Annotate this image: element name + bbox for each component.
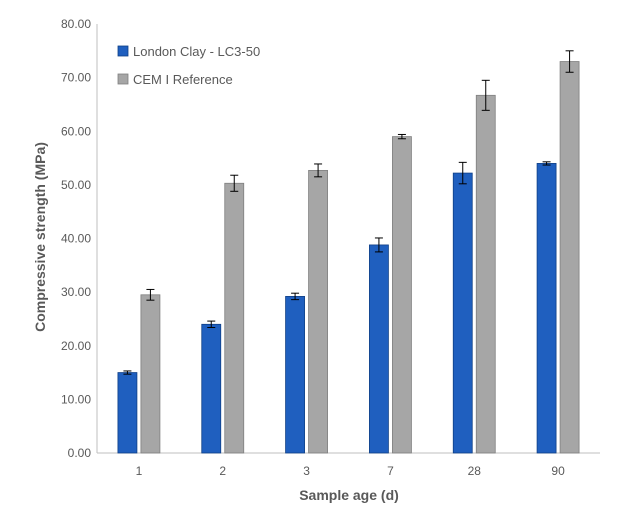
x-tick-label: 90 bbox=[551, 464, 565, 478]
bar-cem-2 bbox=[224, 182, 245, 454]
bar-cem-7 bbox=[392, 136, 412, 454]
bar-lc3-28 bbox=[452, 172, 473, 454]
y-tick-label: 30.00 bbox=[61, 285, 91, 299]
error-bars bbox=[123, 50, 574, 375]
y-axis-title: Compressive strength (MPa) bbox=[32, 142, 48, 332]
bar-cem-3 bbox=[308, 169, 328, 454]
legend-label: CEM I Reference bbox=[133, 72, 233, 87]
x-axis-ticks: 1 2 3 7 28 90 bbox=[136, 464, 566, 478]
bar-lc3-90 bbox=[536, 163, 557, 454]
x-tick-label: 2 bbox=[219, 464, 226, 478]
legend-swatch bbox=[117, 45, 129, 57]
y-tick-label: 20.00 bbox=[61, 339, 91, 353]
bar-cem-28 bbox=[475, 94, 496, 454]
y-tick-label: 40.00 bbox=[61, 232, 91, 246]
bar-cem-90 bbox=[559, 61, 580, 454]
axes bbox=[96, 24, 600, 454]
x-tick-label: 1 bbox=[136, 464, 143, 478]
y-axis-ticks: 0.00 10.00 20.00 30.00 40.00 50.00 60.00 70.00 8… bbox=[61, 17, 91, 460]
y-tick-label: 50.00 bbox=[61, 178, 91, 192]
bar-lc3-3 bbox=[285, 296, 305, 454]
legend-swatch bbox=[117, 73, 129, 85]
y-tick-label: 10.00 bbox=[61, 392, 91, 406]
y-tick-label: 80.00 bbox=[61, 17, 91, 31]
legend-label: London Clay - LC3-50 bbox=[133, 44, 260, 59]
y-tick-label: 60.00 bbox=[61, 124, 91, 138]
y-tick-label: 0.00 bbox=[68, 446, 92, 460]
bar-cem-1 bbox=[140, 294, 161, 454]
y-tick-label: 70.00 bbox=[61, 71, 91, 85]
bars bbox=[117, 61, 580, 454]
bar-lc3-7 bbox=[369, 244, 389, 454]
x-tick-label: 3 bbox=[303, 464, 310, 478]
x-tick-label: 28 bbox=[468, 464, 482, 478]
legend: London Clay - LC3-50 CEM I Reference bbox=[117, 44, 260, 87]
bar-lc3-1 bbox=[117, 372, 138, 454]
bar-lc3-2 bbox=[201, 323, 222, 454]
x-tick-label: 7 bbox=[387, 464, 394, 478]
x-axis-title: Sample age (d) bbox=[299, 487, 399, 503]
